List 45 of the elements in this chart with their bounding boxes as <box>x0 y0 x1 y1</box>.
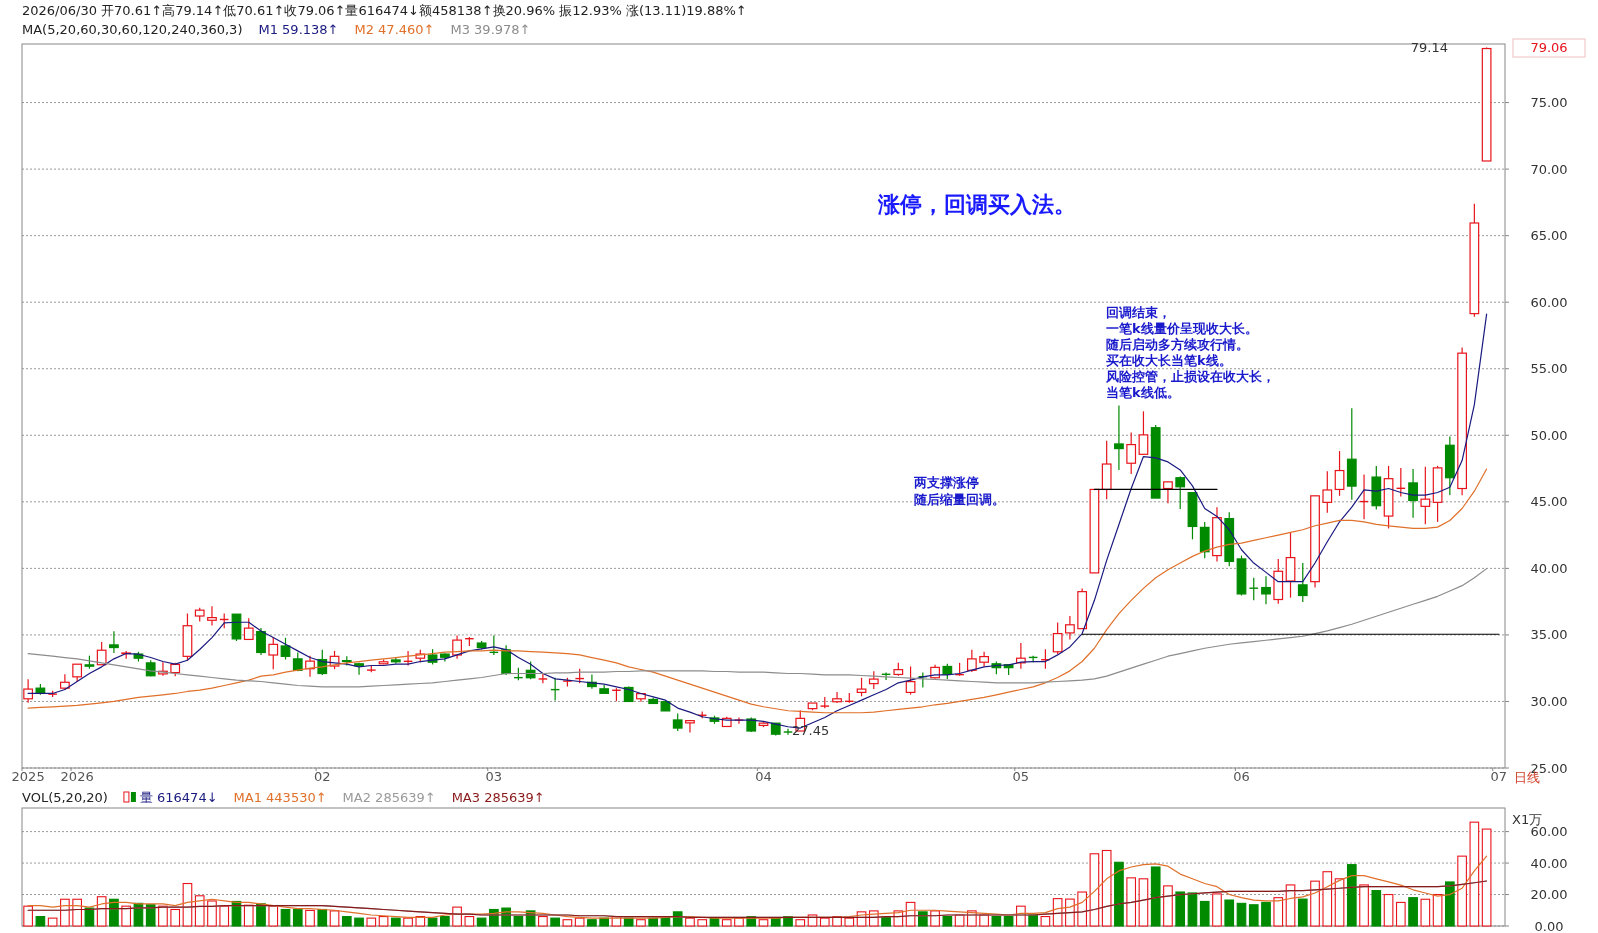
text: X1万 <box>1512 812 1543 827</box>
x-tick-label: 06 <box>1233 769 1250 784</box>
annotation: 买在收大长当笔k线。 <box>1106 353 1232 368</box>
y-tick-label: 30.00 <box>1530 693 1568 709</box>
chart-title: 2026/06/30 开70.61↑高79.14↑低70.61↑收79.06↑量616474↓额458138↑换20.96% 振12.93% 涨(13.11)19.88%↑ <box>22 3 747 18</box>
x-tick-label: 07 <box>1490 769 1508 784</box>
text: 79.06 <box>1530 40 1568 55</box>
text: MA1 443530↑ <box>233 790 327 805</box>
y-tick-label: 50.00 <box>1530 427 1568 443</box>
x-tick-label: 04 <box>755 769 772 784</box>
text: M1 59.138↑ <box>258 22 339 37</box>
x-tick-label: 02 <box>314 769 331 784</box>
text: M3 39.978↑ <box>450 22 531 37</box>
y-tick-label: 55.00 <box>1530 361 1568 377</box>
chart-subtitle: MA(5,20,60,30,60,120,240,360,3) <box>22 22 243 37</box>
y-tick-label: 70.00 <box>1530 161 1568 177</box>
x-tick-label: 05 <box>1012 769 1030 784</box>
x-tick-label: 2026 <box>60 769 94 784</box>
annotation: 两支撑涨停 <box>913 475 979 490</box>
annotation: 回调结束， <box>1106 305 1171 320</box>
y-tick-label: 0.00 <box>1534 918 1564 933</box>
x-tick-label: 03 <box>485 769 503 784</box>
y-tick-label: 20.00 <box>1530 887 1568 903</box>
annotation: 风险控管，止损设在收大长， <box>1105 369 1275 384</box>
y-tick-label: 60.00 <box>1530 824 1568 840</box>
annotation: 79.14 <box>1410 40 1448 55</box>
text: MA3 285639↑ <box>451 790 545 805</box>
y-tick-label: 65.00 <box>1530 228 1568 244</box>
annotation: 一笔k线量价呈现收大长。 <box>1106 321 1258 336</box>
y-tick-label: 60.00 <box>1530 294 1568 310</box>
annotation: 当笔k线低。 <box>1106 385 1180 400</box>
annotation: 随后启动多方续攻行情。 <box>1106 337 1249 352</box>
y-tick-label: 40.00 <box>1530 560 1568 576</box>
annotation: 涨停，回调买入法。 <box>877 191 1076 217</box>
text: MA2 285639↑ <box>342 790 436 805</box>
x-tick-label: 2025 <box>11 769 45 784</box>
annotation: 27.45 <box>792 723 830 738</box>
y-tick-label: 35.00 <box>1530 627 1568 643</box>
y-tick-label: 75.00 <box>1530 95 1568 111</box>
legend-label: 量 616474↓ <box>139 790 218 805</box>
annotation: 随后缩量回调。 <box>914 492 1005 507</box>
y-tick-label: 40.00 <box>1530 855 1568 871</box>
chart-title: VOL(5,20,20) <box>22 790 108 805</box>
text: M2 47.460↑ <box>354 22 435 37</box>
y-tick-label: 45.00 <box>1530 494 1568 510</box>
